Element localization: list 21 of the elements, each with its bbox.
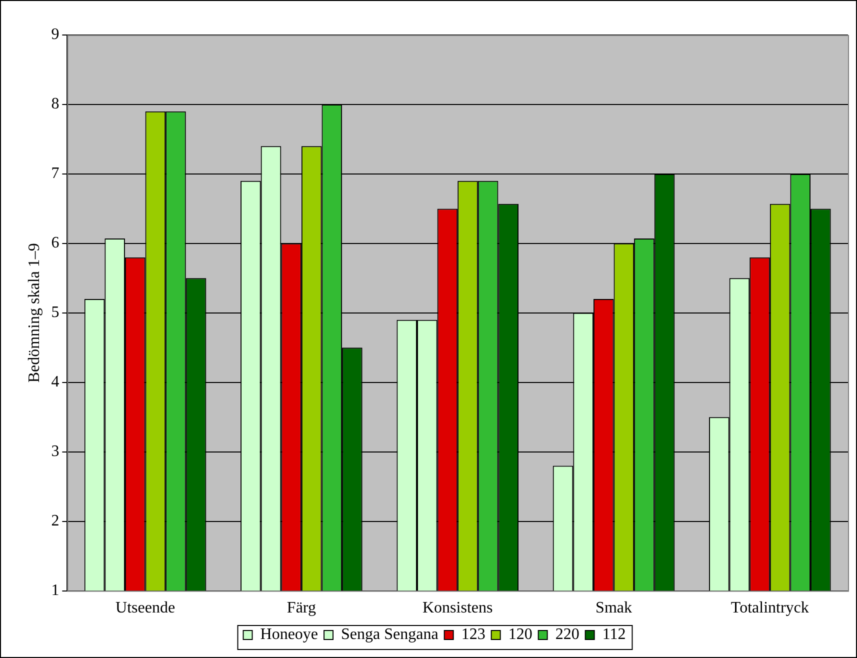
legend-label: 112: [602, 626, 626, 644]
y-tick-label: 5: [51, 304, 60, 322]
legend-label: Senga Sengana: [341, 626, 438, 644]
y-tick-label: 7: [51, 165, 60, 182]
x-tick-label: Totalintryck: [730, 600, 809, 617]
y-tick-label: 9: [51, 26, 60, 44]
x-tick-label: Smak: [596, 600, 632, 617]
legend-label: 123: [461, 626, 486, 644]
y-tick-label: 8: [51, 96, 60, 113]
legend-label: 220: [555, 626, 580, 644]
y-tick-label: 1: [51, 582, 60, 600]
x-tick-label: Utseende: [116, 600, 176, 617]
y-axis-title: Bedömning skala 1–9: [26, 243, 43, 383]
y-tick-label: 3: [51, 443, 60, 460]
legend-label: Honeoye: [260, 626, 318, 644]
x-tick-label: Konsistens: [422, 600, 493, 617]
y-tick-label: 6: [51, 234, 60, 252]
y-tick-label: 4: [51, 374, 60, 391]
y-tick-label: 2: [51, 512, 60, 530]
x-tick-label: Färg: [286, 600, 316, 617]
legend-label: 120: [508, 626, 532, 644]
